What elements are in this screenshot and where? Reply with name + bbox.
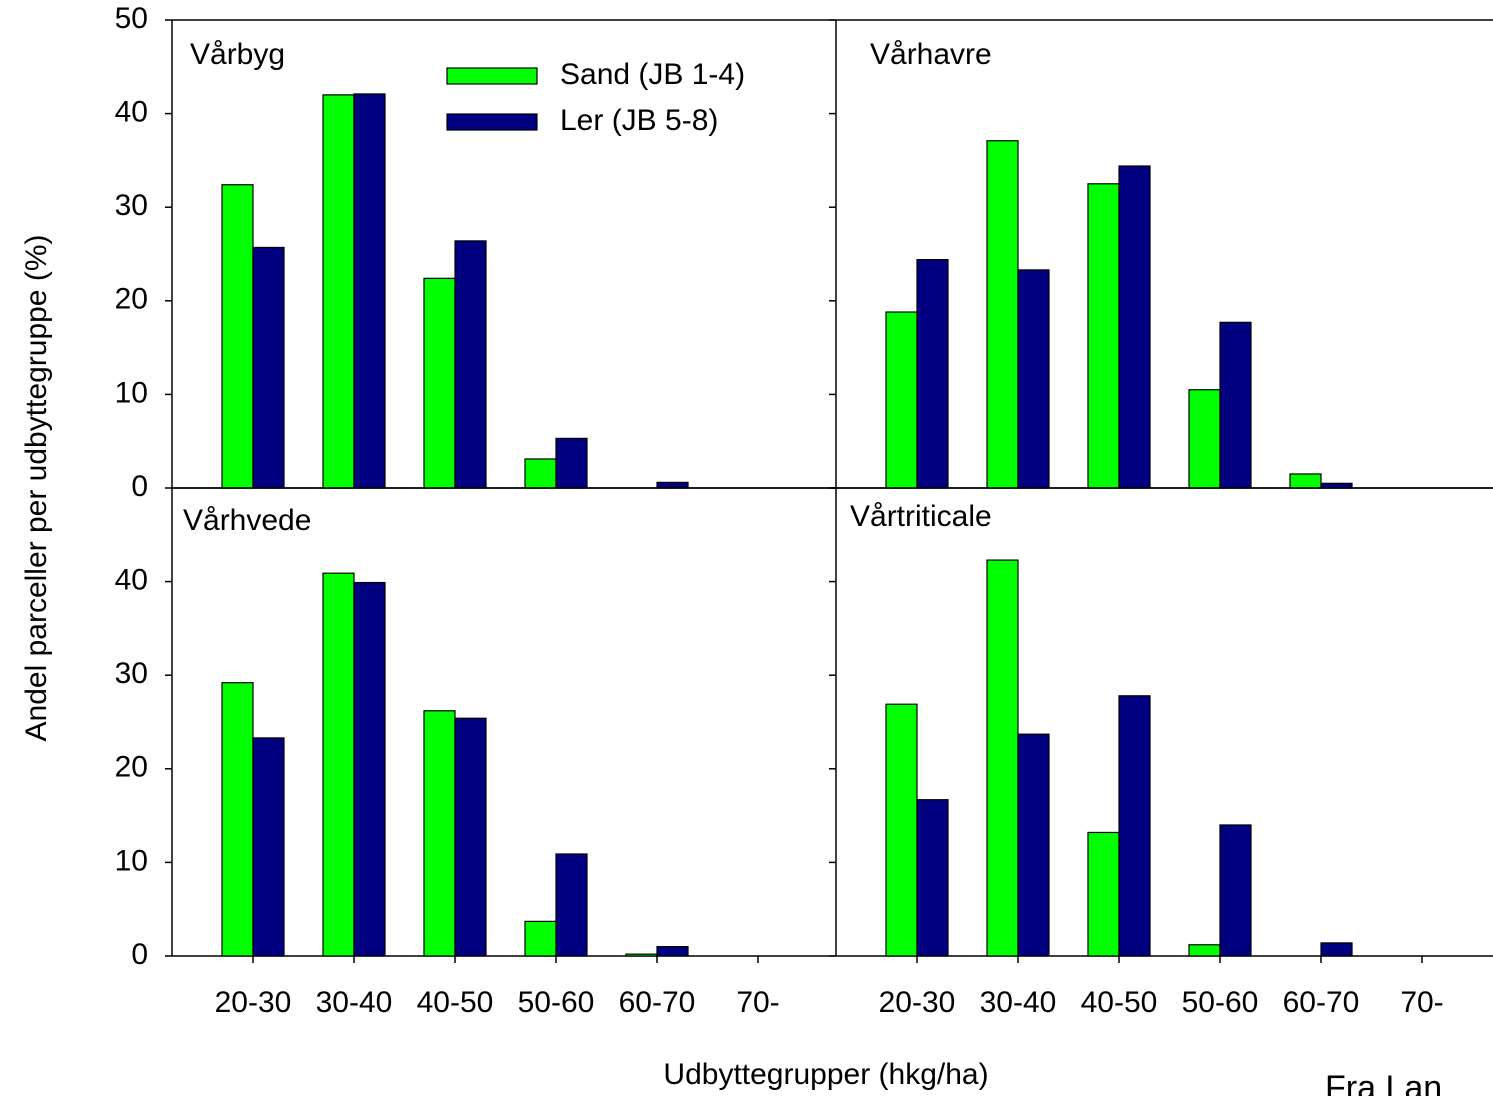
x-tick-label: 50-60 (1182, 986, 1259, 1019)
x-axis-label: Udbyttegrupper (hkg/ha) (663, 1058, 988, 1091)
legend-label: Ler (JB 5-8) (560, 104, 718, 137)
source-note: Fra Lan (1325, 1069, 1442, 1096)
panel-title: Vårhvede (183, 504, 311, 537)
bar (454, 717, 487, 957)
bar (986, 140, 1019, 489)
y-tick-label: 40 (115, 564, 148, 597)
bar (1188, 944, 1221, 957)
legend-swatch (446, 113, 538, 131)
panel-title: Vårtriticale (850, 500, 992, 533)
bar (1289, 473, 1322, 489)
x-tick-label: 20-30 (215, 986, 292, 1019)
x-tick-label: 70- (1400, 986, 1443, 1019)
bar (1320, 942, 1353, 957)
y-tick-label: 20 (115, 283, 148, 316)
bar (1219, 824, 1252, 957)
x-tick-label: 60-70 (619, 986, 696, 1019)
panel-title: Vårhavre (870, 38, 992, 71)
y-tick-label: 10 (115, 376, 148, 409)
bar (1118, 695, 1151, 957)
bar (252, 246, 285, 489)
bar (423, 277, 456, 489)
x-tick-label: 50-60 (518, 986, 595, 1019)
bar (1017, 269, 1050, 489)
bar (986, 559, 1019, 957)
y-tick-label: 0 (131, 938, 148, 971)
bar (1017, 733, 1050, 957)
x-tick-label: 40-50 (1081, 986, 1158, 1019)
panel-title: Vårbyg (190, 38, 285, 71)
y-tick-label: 30 (115, 657, 148, 690)
y-tick-label: 50 (115, 2, 148, 35)
x-tick-label: 30-40 (980, 986, 1057, 1019)
bar (555, 437, 588, 489)
bar (1087, 183, 1120, 489)
bar (524, 920, 557, 957)
legend-swatch (446, 67, 538, 85)
bar (555, 853, 588, 957)
y-tick-label: 20 (115, 751, 148, 784)
y-tick-label: 0 (131, 470, 148, 503)
bar (1188, 389, 1221, 489)
bar (353, 581, 386, 957)
x-tick-label: 30-40 (316, 986, 393, 1019)
bar (885, 311, 918, 489)
x-tick-label: 40-50 (417, 986, 494, 1019)
bar (221, 184, 254, 489)
bar (353, 93, 386, 489)
bar (916, 799, 949, 957)
bar (322, 94, 355, 489)
bar (916, 259, 949, 489)
x-tick-label: 20-30 (879, 986, 956, 1019)
bar (1219, 321, 1252, 489)
x-tick-label: 60-70 (1283, 986, 1360, 1019)
x-tick-label: 70- (736, 986, 779, 1019)
y-axis-label: Andel parceller per udbyttegruppe (%) (20, 235, 53, 742)
bar (1118, 165, 1151, 489)
legend-label: Sand (JB 1-4) (560, 58, 745, 91)
bar (1087, 831, 1120, 957)
bar (625, 953, 658, 957)
bar (656, 481, 689, 489)
bar (322, 572, 355, 957)
bar (454, 240, 487, 489)
y-tick-label: 30 (115, 189, 148, 222)
bar (524, 458, 557, 489)
bar (221, 682, 254, 957)
bar (656, 946, 689, 957)
y-tick-label: 40 (115, 96, 148, 129)
bar (252, 737, 285, 957)
bar (885, 703, 918, 957)
bar (423, 710, 456, 957)
y-tick-label: 10 (115, 844, 148, 877)
